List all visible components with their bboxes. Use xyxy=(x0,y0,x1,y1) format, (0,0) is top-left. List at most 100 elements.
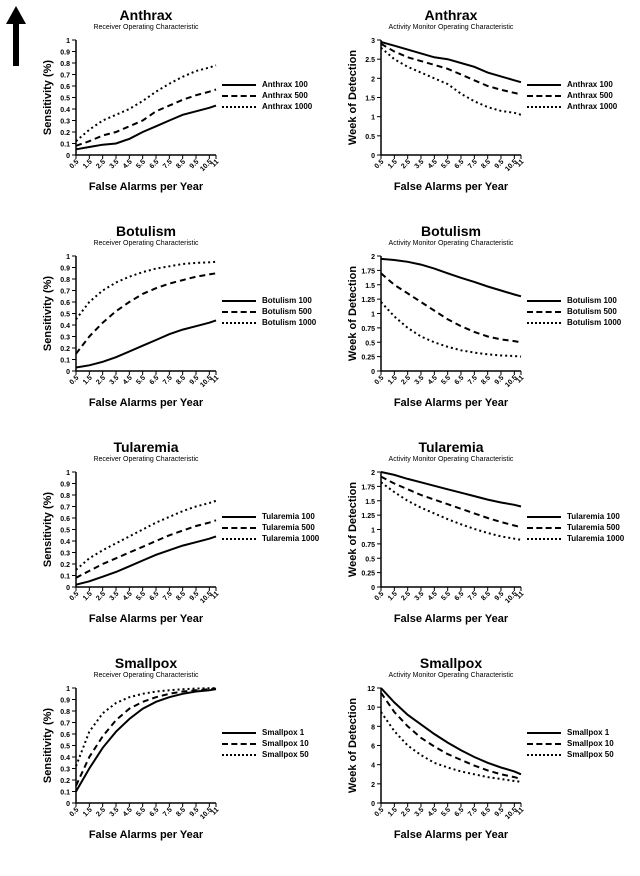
legend-swatch xyxy=(222,516,256,518)
svg-text:5.5: 5.5 xyxy=(135,158,147,170)
svg-text:1.5: 1.5 xyxy=(82,158,94,170)
svg-text:1.5: 1.5 xyxy=(387,590,399,602)
series-line xyxy=(76,536,216,584)
svg-text:1.25: 1.25 xyxy=(361,297,375,304)
legend-label: Tularemia 1000 xyxy=(262,534,319,543)
svg-text:2: 2 xyxy=(371,76,375,83)
legend-label: Smallpox 50 xyxy=(262,750,309,759)
legend-item: Anthrax 100 xyxy=(222,80,312,89)
series-line xyxy=(381,693,521,779)
svg-text:3.5: 3.5 xyxy=(109,806,121,818)
legend-label: Smallpox 1 xyxy=(567,728,609,737)
svg-text:4.5: 4.5 xyxy=(427,806,439,818)
svg-text:7.5: 7.5 xyxy=(467,590,479,602)
series-line xyxy=(76,689,216,791)
legend-item: Smallpox 10 xyxy=(527,739,614,748)
series-line xyxy=(76,106,216,150)
series-line xyxy=(76,689,216,786)
svg-text:11: 11 xyxy=(210,806,220,816)
svg-text:0: 0 xyxy=(371,153,375,160)
legend-item: Anthrax 1000 xyxy=(222,102,312,111)
series-line xyxy=(76,90,216,146)
chart-panel-botulism_amoc: BotulismActivity Monitor Operating Chara… xyxy=(335,222,634,432)
svg-text:0.7: 0.7 xyxy=(60,289,70,296)
legend-label: Smallpox 50 xyxy=(567,750,614,759)
svg-text:4.5: 4.5 xyxy=(122,806,134,818)
svg-text:3.5: 3.5 xyxy=(109,374,121,386)
legend-item: Smallpox 10 xyxy=(222,739,309,748)
legend-swatch xyxy=(222,95,256,97)
svg-text:0: 0 xyxy=(66,585,70,592)
svg-text:0.4: 0.4 xyxy=(60,107,70,114)
legend-swatch xyxy=(222,743,256,745)
legend: Anthrax 100 Anthrax 500 Anthrax 1000 xyxy=(222,80,312,113)
svg-text:0.3: 0.3 xyxy=(60,767,70,774)
svg-text:5.5: 5.5 xyxy=(135,590,147,602)
series-line xyxy=(381,688,521,774)
svg-text:0.7: 0.7 xyxy=(60,721,70,728)
svg-text:0.9: 0.9 xyxy=(60,266,70,273)
panel-grid: AnthraxReceiver Operating Characteristic… xyxy=(30,6,634,864)
x-axis-label: False Alarms per Year xyxy=(76,613,216,625)
legend-swatch xyxy=(527,300,561,302)
series-line xyxy=(381,712,521,782)
svg-text:0.5: 0.5 xyxy=(69,806,81,818)
chart-panel-tularemia_roc: TularemiaReceiver Operating Characterist… xyxy=(30,438,329,648)
legend-item: Anthrax 500 xyxy=(222,91,312,100)
chart-panel-smallpox_roc: SmallpoxReceiver Operating Characteristi… xyxy=(30,654,329,864)
svg-text:0: 0 xyxy=(66,153,70,160)
svg-text:3.5: 3.5 xyxy=(414,158,426,170)
legend: Tularemia 100Tularemia 500Tularemia 1000 xyxy=(527,512,624,545)
svg-text:0.25: 0.25 xyxy=(361,571,375,578)
svg-text:8.5: 8.5 xyxy=(480,158,492,170)
legend-label: Smallpox 10 xyxy=(567,739,614,748)
svg-text:0.5: 0.5 xyxy=(365,340,375,347)
legend-item: Anthrax 500 xyxy=(527,91,617,100)
svg-text:7.5: 7.5 xyxy=(467,158,479,170)
legend-label: Botulism 500 xyxy=(567,307,617,316)
svg-text:1.5: 1.5 xyxy=(82,374,94,386)
svg-text:0.5: 0.5 xyxy=(69,590,81,602)
legend-swatch xyxy=(222,84,256,86)
svg-text:0.6: 0.6 xyxy=(60,84,70,91)
svg-text:0.5: 0.5 xyxy=(365,134,375,141)
svg-text:6.5: 6.5 xyxy=(454,158,466,170)
svg-text:11: 11 xyxy=(210,590,220,600)
legend-label: Anthrax 1000 xyxy=(567,102,617,111)
svg-text:2.5: 2.5 xyxy=(400,158,412,170)
svg-text:0: 0 xyxy=(371,585,375,592)
series-line xyxy=(381,259,521,296)
svg-text:3.5: 3.5 xyxy=(414,374,426,386)
svg-text:8.5: 8.5 xyxy=(480,374,492,386)
svg-text:1: 1 xyxy=(66,686,70,693)
svg-text:7.5: 7.5 xyxy=(162,590,174,602)
y-axis-label: Week of Detection xyxy=(347,688,359,803)
legend-swatch xyxy=(527,322,561,324)
svg-text:0.2: 0.2 xyxy=(60,346,70,353)
series-line xyxy=(381,302,521,357)
svg-text:0.6: 0.6 xyxy=(60,516,70,523)
svg-text:6.5: 6.5 xyxy=(454,806,466,818)
svg-text:5.5: 5.5 xyxy=(440,806,452,818)
legend-swatch xyxy=(222,538,256,540)
x-axis-label: False Alarms per Year xyxy=(76,829,216,841)
svg-text:4.5: 4.5 xyxy=(122,374,134,386)
svg-text:0.5: 0.5 xyxy=(60,744,70,751)
svg-text:1.5: 1.5 xyxy=(365,283,375,290)
svg-text:4.5: 4.5 xyxy=(427,158,439,170)
up-arrow-icon xyxy=(6,6,26,66)
legend-item: Botulism 100 xyxy=(527,296,621,305)
svg-text:0.8: 0.8 xyxy=(60,61,70,68)
svg-text:0.5: 0.5 xyxy=(374,158,386,170)
svg-text:8.5: 8.5 xyxy=(175,806,187,818)
svg-text:0.5: 0.5 xyxy=(69,158,81,170)
svg-text:11: 11 xyxy=(210,158,220,168)
svg-text:11: 11 xyxy=(515,806,525,816)
svg-text:5.5: 5.5 xyxy=(440,590,452,602)
svg-text:1: 1 xyxy=(371,528,375,535)
chart-panel-botulism_roc: BotulismReceiver Operating Characteristi… xyxy=(30,222,329,432)
svg-text:1.5: 1.5 xyxy=(387,158,399,170)
svg-text:7.5: 7.5 xyxy=(162,806,174,818)
legend-swatch xyxy=(222,732,256,734)
svg-text:1.5: 1.5 xyxy=(82,590,94,602)
